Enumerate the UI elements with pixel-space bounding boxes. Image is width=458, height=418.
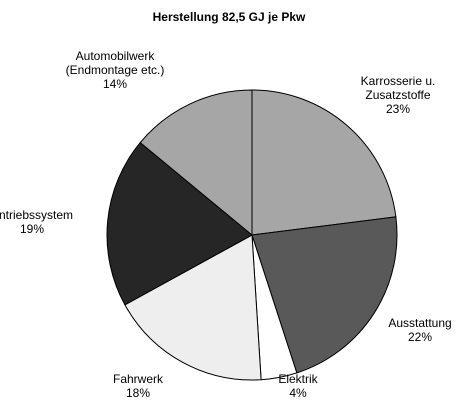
pie-slice: [251, 89, 397, 236]
chart-title: Herstellung 82,5 GJ je Pkw: [152, 10, 306, 24]
slice-value: 19%: [19, 222, 45, 236]
slice-name: Fahrwerk: [112, 372, 164, 386]
slice-value: 18%: [125, 386, 151, 400]
slice-label: Karrosserie u. Zusatzstoffe 23%: [361, 74, 436, 116]
pie-slice: [139, 89, 253, 237]
slice-label: Elektrik 4%: [278, 372, 317, 400]
pie-slice: [124, 234, 262, 381]
slice-name: Automobilwerk (Endmontage etc.): [65, 49, 165, 77]
slice-label: Ausstattung 22%: [388, 316, 451, 344]
slice-label: Automobilwerk (Endmontage etc.) 14%: [66, 49, 165, 91]
slice-value: 22%: [407, 330, 433, 344]
slice-label: Antriebssystem19%: [0, 208, 73, 236]
slice-name: Elektrik: [278, 372, 318, 386]
pie-slice: [106, 141, 253, 306]
slice-name: Antriebssystem: [0, 208, 74, 222]
slice-label: Fahrwerk 18%: [113, 372, 163, 400]
slice-name: Karrosserie u. Zusatzstoffe: [360, 74, 436, 102]
slice-value: 14%: [102, 77, 128, 91]
slice-value: 4%: [289, 386, 307, 400]
slice-name: Ausstattung: [388, 316, 452, 330]
pie-slice: [251, 216, 398, 374]
slice-value: 23%: [385, 102, 411, 116]
